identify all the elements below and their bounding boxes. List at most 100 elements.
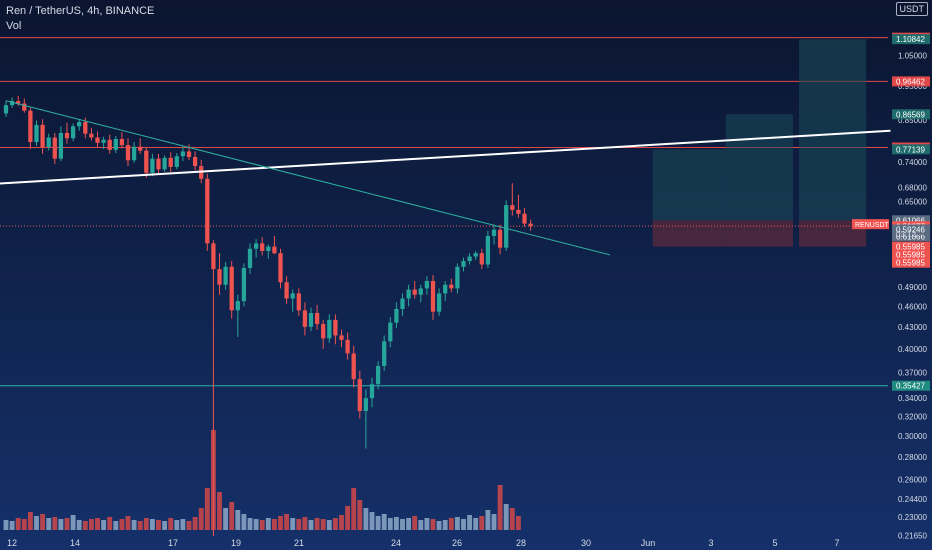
time-tick: 3	[708, 538, 713, 548]
price-tag-text: 1.10842	[896, 35, 925, 44]
candle	[113, 139, 118, 150]
candle	[119, 139, 125, 146]
candle	[339, 335, 344, 340]
volume-bar	[357, 500, 363, 530]
candle	[83, 121, 88, 134]
candle	[528, 223, 533, 227]
volume-bar	[497, 485, 503, 530]
price-tick: 1.05000	[898, 52, 927, 61]
volume-bar	[436, 521, 442, 530]
price-tick: 0.24400	[898, 495, 927, 504]
price-tag	[892, 76, 930, 87]
target-zone	[652, 149, 726, 221]
price-tag	[892, 241, 930, 252]
volume-bar	[278, 516, 283, 530]
price-tag	[892, 224, 930, 235]
volume-bar	[125, 516, 131, 530]
volume-bar	[3, 520, 9, 530]
candle	[34, 124, 39, 143]
candle	[253, 243, 259, 249]
candle	[473, 253, 478, 257]
candle	[205, 178, 210, 244]
price-tag-text: 0.55985	[896, 243, 925, 252]
time-tick: 5	[772, 538, 777, 548]
volume-bar	[314, 518, 320, 530]
candle	[22, 103, 27, 111]
target-zone	[799, 39, 867, 221]
volume-bar	[308, 520, 314, 530]
price-tag-text: 0.61066	[896, 232, 925, 241]
volume-bar	[271, 519, 277, 530]
volume-bar	[509, 508, 515, 530]
candle	[388, 322, 393, 342]
volume-bar	[223, 508, 229, 530]
currency-badge[interactable]: USDT	[895, 2, 928, 16]
candle	[345, 339, 350, 354]
time-tick: 21	[294, 538, 304, 548]
candle	[449, 284, 454, 289]
volume-bar	[442, 520, 448, 530]
volume-bar	[58, 519, 64, 530]
symbol-title: Ren / TetherUS, 4h, BINANCE	[6, 5, 155, 17]
candle	[375, 365, 381, 385]
time-tick: 12	[7, 538, 17, 548]
candle	[125, 145, 131, 161]
candle	[430, 281, 436, 312]
volume-bar	[107, 517, 113, 530]
price-tag	[892, 257, 930, 268]
volume-bar	[235, 510, 241, 530]
time-tick: 28	[516, 538, 526, 548]
volume-bar	[186, 521, 192, 530]
price-tag-text: 0.96462	[896, 77, 925, 86]
volume-bar	[149, 519, 155, 530]
volume-bar	[137, 521, 143, 530]
volume-bar	[156, 520, 161, 530]
candle	[16, 101, 21, 104]
candle	[131, 146, 137, 161]
price-tag-text: 0.77139	[896, 145, 925, 154]
volume-bar	[381, 514, 387, 530]
candle	[217, 269, 222, 285]
volume-bar	[320, 519, 326, 530]
volume-bar	[302, 517, 308, 530]
candle	[314, 313, 320, 325]
candle	[260, 243, 265, 251]
candle	[369, 384, 375, 399]
volume-bar	[247, 518, 253, 530]
candle	[211, 243, 216, 270]
candle	[3, 105, 9, 114]
volume-bar	[229, 502, 235, 530]
volume-bar	[491, 514, 497, 530]
volume-bar	[284, 514, 290, 530]
candle	[357, 379, 362, 411]
candle	[241, 267, 247, 302]
candle	[351, 353, 356, 380]
price-tick: 0.37000	[898, 368, 927, 377]
volume-bar	[82, 521, 88, 530]
candle	[40, 124, 45, 148]
candle	[144, 150, 149, 173]
countdown-text: 03:12	[896, 230, 917, 239]
price-tick: 0.68000	[898, 184, 927, 193]
candle	[363, 398, 369, 411]
volume-bar	[393, 517, 399, 530]
volume-bar	[180, 519, 186, 530]
price-tick: 0.40000	[898, 345, 927, 354]
candle	[504, 205, 509, 248]
price-tick: 0.46000	[898, 302, 927, 311]
candle	[491, 229, 497, 236]
time-tick: 17	[168, 538, 178, 548]
price-tick: 0.43000	[898, 323, 927, 332]
candle	[266, 246, 271, 251]
candle	[412, 289, 417, 295]
candle	[418, 288, 423, 295]
price-tick: 0.26000	[898, 476, 927, 485]
price-tag	[892, 380, 930, 391]
candle	[247, 248, 253, 268]
volume-bar	[113, 521, 119, 530]
candle	[95, 137, 100, 143]
volume-bar	[174, 520, 180, 530]
volume-bar	[204, 488, 210, 530]
candle	[284, 282, 289, 299]
